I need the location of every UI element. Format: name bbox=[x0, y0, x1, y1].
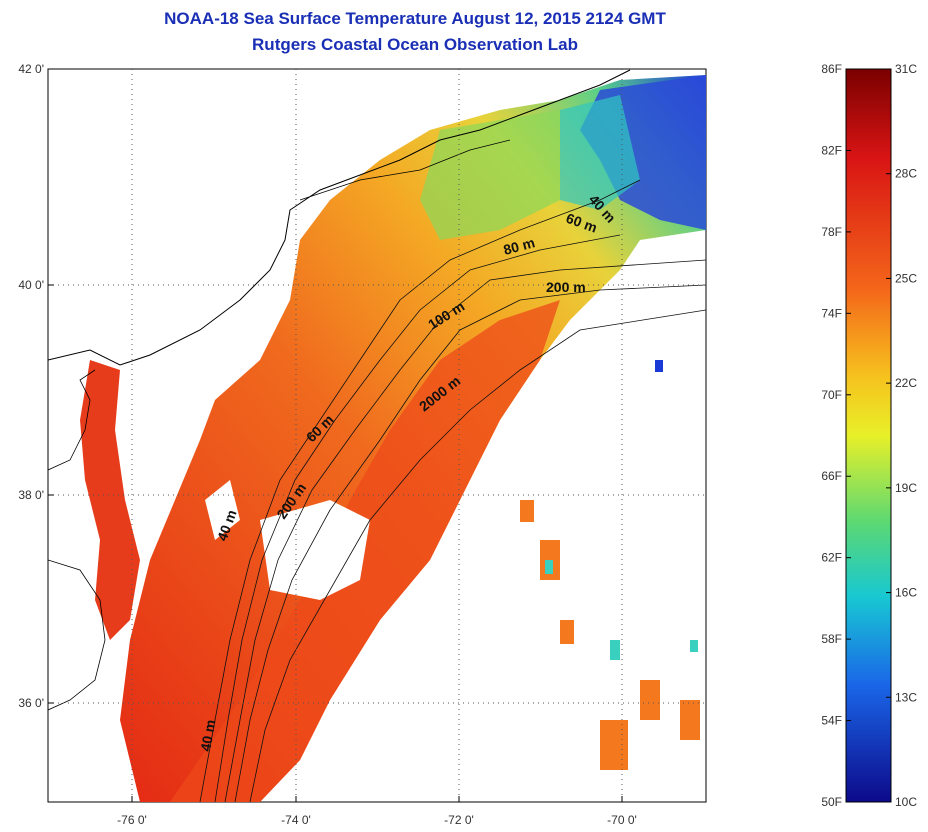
colorbar-celsius-label: 25C bbox=[895, 271, 917, 285]
colorbar-celsius-label: 31C bbox=[895, 62, 917, 76]
colorbar-fahrenheit-label: 58F bbox=[821, 632, 842, 646]
colorbar-fahrenheit-label: 62F bbox=[821, 551, 842, 565]
map-subtitle: Rutgers Coastal Ocean Observation Lab bbox=[252, 35, 578, 54]
colorbar-fahrenheit-label: 50F bbox=[821, 795, 842, 809]
lon-tick: -72 0' bbox=[444, 813, 474, 827]
colorbar-celsius-label: 22C bbox=[895, 376, 917, 390]
lon-tick: -76 0' bbox=[117, 813, 147, 827]
colorbar-celsius-label: 13C bbox=[895, 690, 917, 704]
lat-tick: 42 0' bbox=[18, 62, 44, 76]
colorbar-fahrenheit-label: 82F bbox=[821, 143, 842, 157]
colorbar bbox=[845, 68, 892, 803]
colorbar-celsius-label: 16C bbox=[895, 586, 917, 600]
contour-label: 80 m bbox=[502, 234, 537, 258]
sst-field bbox=[48, 69, 706, 802]
colorbar-celsius-label: 28C bbox=[895, 167, 917, 181]
colorbar-celsius-label: 10C bbox=[895, 795, 917, 809]
lat-tick: 38 0' bbox=[18, 488, 44, 502]
contour-label: 200 m bbox=[546, 279, 586, 295]
colorbar-fahrenheit-label: 70F bbox=[821, 388, 842, 402]
lat-tick: 40 0' bbox=[18, 278, 44, 292]
colorbar-fahrenheit-label: 54F bbox=[821, 714, 842, 728]
contour-label: 40 m bbox=[197, 718, 218, 752]
colorbar-fahrenheit-labels: 86F 82F 78F 74F 70F 66F 62F 58F 54F 50F bbox=[821, 62, 851, 809]
lon-tick: -70 0' bbox=[607, 813, 637, 827]
lat-tick: 36 0' bbox=[18, 696, 44, 710]
colorbar-celsius-labels: 31C 28C 25C 22C 19C 16C 13C 10C bbox=[886, 62, 917, 809]
lon-tick: -74 0' bbox=[281, 813, 311, 827]
colorbar-celsius-label: 19C bbox=[895, 481, 917, 495]
colorbar-fahrenheit-label: 74F bbox=[821, 306, 842, 320]
map-title: NOAA-18 Sea Surface Temperature August 1… bbox=[164, 9, 666, 28]
colorbar-fahrenheit-label: 86F bbox=[821, 62, 842, 76]
colorbar-fahrenheit-label: 66F bbox=[821, 469, 842, 483]
colorbar-fahrenheit-label: 78F bbox=[821, 225, 842, 239]
